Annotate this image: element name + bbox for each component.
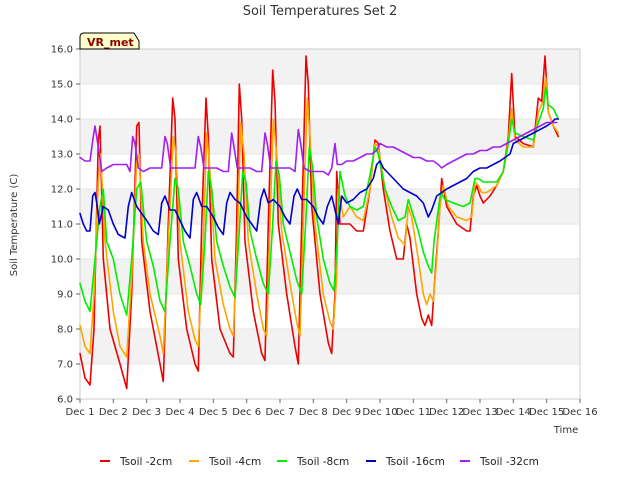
y-tick-label: 14.0 (51, 115, 73, 126)
y-tick-label: 12.0 (51, 185, 73, 196)
grid-bands (80, 49, 580, 399)
x-tick-label: Dec 16 (562, 407, 597, 418)
x-tick-label: Dec 9 (332, 407, 361, 418)
x-tick-label: Dec 3 (132, 407, 161, 418)
chart-title: Soil Temperatures Set 2 (243, 4, 398, 19)
x-tick-label: Dec 10 (362, 407, 397, 418)
legend-label: Tsoil -32cm (479, 456, 539, 468)
x-tick-label: Dec 4 (166, 407, 195, 418)
y-axis-ticks: 6.0 7.0 8.0 9.0 10.0 11.0 12.0 13.0 14.0 15.0 16.0 (51, 45, 80, 406)
x-tick-label: Dec 2 (99, 407, 128, 418)
y-tick-label: 11.0 (51, 220, 73, 231)
series-line-4 (79, 118, 560, 239)
series-line-1 (79, 55, 560, 390)
x-tick-label: Dec 13 (462, 407, 497, 418)
grid-band (80, 84, 580, 119)
series-line-5 (79, 121, 558, 176)
grid-band (80, 119, 580, 154)
legend-label: Tsoil -2cm (119, 456, 172, 468)
x-tick-label: Dec 8 (299, 407, 328, 418)
legend-label: Tsoil -16cm (385, 456, 445, 468)
y-tick-label: 6.0 (57, 395, 73, 406)
x-tick-label: Dec 11 (396, 407, 431, 418)
y-tick-label: 10.0 (51, 255, 73, 266)
x-tick-label: Dec 15 (529, 407, 564, 418)
x-tick-label: Dec 12 (429, 407, 464, 418)
legend-label: Tsoil -8cm (296, 456, 349, 468)
y-tick-label: 15.0 (51, 80, 73, 91)
y-tick-label: 8.0 (57, 325, 73, 336)
x-tick-label: Dec 7 (266, 407, 295, 418)
y-tick-label: 9.0 (57, 290, 73, 301)
grid-band (80, 259, 580, 294)
x-tick-label: Dec 6 (232, 407, 261, 418)
y-axis-label: Soil Temperature (C) (9, 174, 20, 277)
grid-band (80, 189, 580, 224)
x-tick-label: Dec 1 (66, 407, 95, 418)
x-axis-ticks: Dec 1 Dec 2 Dec 3 Dec 4 Dec 5 Dec 6 Dec 7 Dec 8… (66, 399, 598, 418)
series-layer (79, 55, 560, 390)
site-badge-label: VR_met (87, 36, 134, 49)
x-tick-label: Dec 5 (199, 407, 228, 418)
series-line-3 (79, 86, 560, 316)
y-tick-label: 16.0 (51, 45, 73, 56)
series-line-2 (79, 76, 560, 358)
grid-band (80, 364, 580, 399)
grid-band (80, 49, 580, 84)
legend: Tsoil -2cm Tsoil -4cm Tsoil -8cm Tsoil -16c… (100, 456, 539, 468)
y-tick-label: 13.0 (51, 150, 73, 161)
grid-band (80, 224, 580, 259)
legend-label: Tsoil -4cm (208, 456, 261, 468)
y-tick-label: 7.0 (57, 360, 73, 371)
x-tick-label: Dec 14 (496, 407, 531, 418)
site-badge: VR_met (79, 32, 140, 50)
x-axis-label: Time (553, 425, 578, 436)
